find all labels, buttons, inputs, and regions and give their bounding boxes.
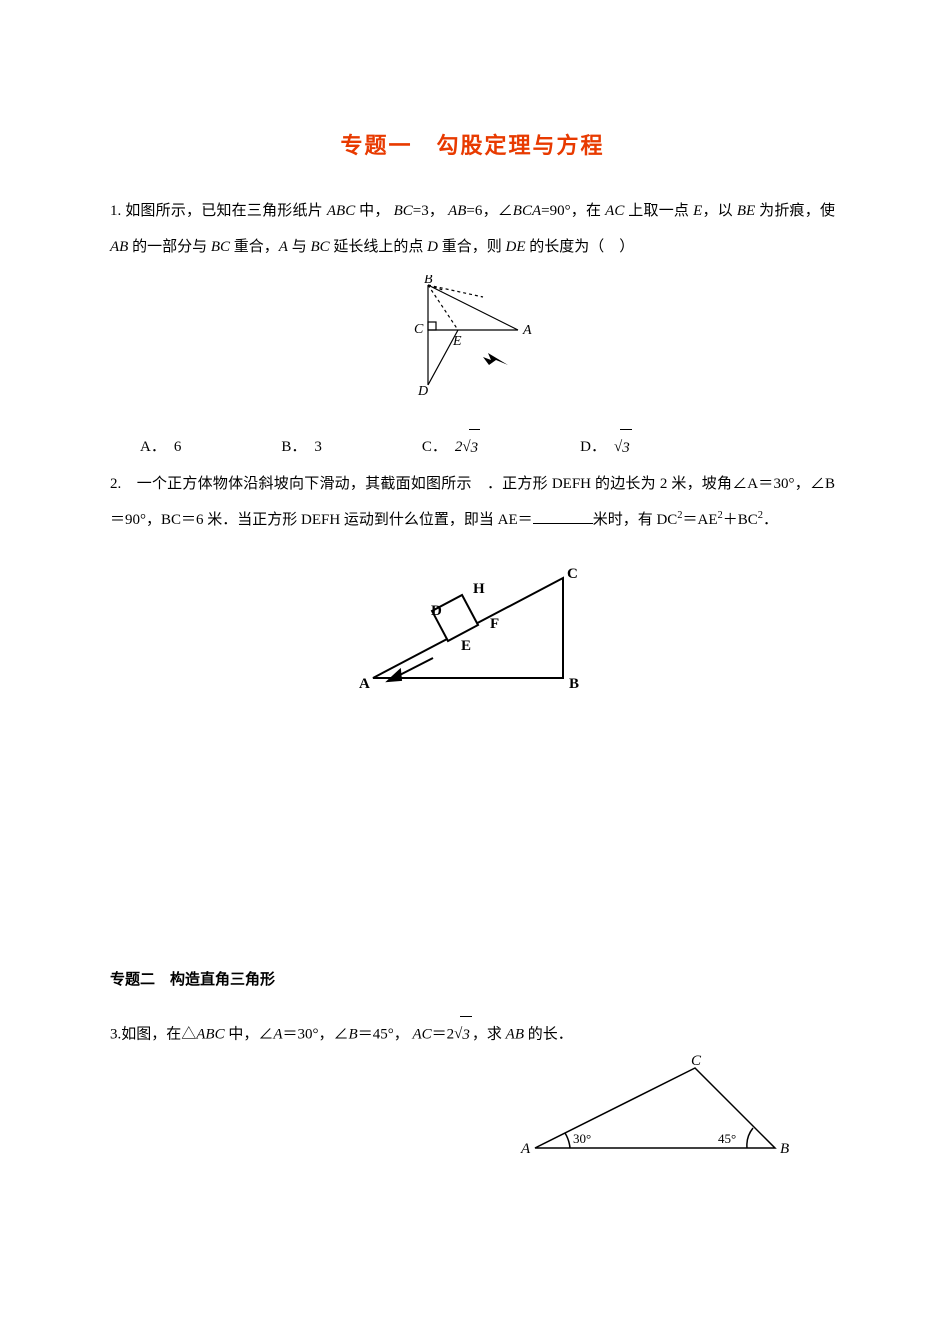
q2-number: 2. xyxy=(110,476,137,492)
question-2-text: 2. 一个正方体物体沿斜坡向下滑动，其截面如图所示 ．正方形 DEFH 的边长为… xyxy=(110,466,835,538)
svg-text:C: C xyxy=(567,566,578,582)
svg-text:D: D xyxy=(417,384,428,399)
q1-figure: B C A E D xyxy=(110,275,835,419)
option-b: B．3 xyxy=(281,429,322,465)
svg-text:30°: 30° xyxy=(573,1131,591,1146)
question-3-text: 3.如图，在△ABC 中，∠A＝30°，∠B＝45°， AC＝2√3，求 AB … xyxy=(110,1016,835,1053)
q1-diagram: B C A E D xyxy=(388,275,558,405)
svg-text:D: D xyxy=(431,603,442,619)
document-page: 专题一 勾股定理与方程 1. 如图所示，已知在三角形纸片 ABC 中， BC=3… xyxy=(0,0,945,1277)
option-c: C． 2√3 xyxy=(422,429,480,466)
svg-text:F: F xyxy=(490,616,499,632)
q1-number: 1. xyxy=(110,203,125,219)
svg-text:C: C xyxy=(414,322,424,337)
svg-text:B: B xyxy=(424,275,433,287)
q3-figure: C A B 30° 45° xyxy=(110,1053,835,1177)
svg-text:E: E xyxy=(461,638,471,654)
svg-text:A: A xyxy=(520,1141,531,1157)
svg-text:A: A xyxy=(522,323,532,338)
option-a: A．6 xyxy=(140,429,181,465)
svg-text:B: B xyxy=(569,676,579,692)
svg-text:A: A xyxy=(359,676,370,692)
spacer xyxy=(110,722,835,902)
option-d: D． √3 xyxy=(580,429,632,466)
svg-text:45°: 45° xyxy=(718,1131,736,1146)
q2-figure: H D C F E A B xyxy=(110,548,835,712)
svg-text:H: H xyxy=(473,581,485,597)
q3-number: 3. xyxy=(110,1026,121,1042)
page-title: 专题一 勾股定理与方程 xyxy=(110,120,835,173)
section-2-title: 专题二 构造直角三角形 xyxy=(110,962,835,998)
fill-blank xyxy=(533,508,593,524)
svg-text:C: C xyxy=(691,1053,702,1069)
svg-text:E: E xyxy=(452,334,462,349)
q1-options: A．6 B．3 C． 2√3 D． √3 xyxy=(110,429,835,466)
svg-text:B: B xyxy=(780,1141,789,1157)
q3-diagram: C A B 30° 45° xyxy=(515,1053,795,1163)
q2-diagram: H D C F E A B xyxy=(333,548,613,698)
question-1-text: 1. 如图所示，已知在三角形纸片 ABC 中， BC=3， AB=6，∠BCA=… xyxy=(110,193,835,265)
